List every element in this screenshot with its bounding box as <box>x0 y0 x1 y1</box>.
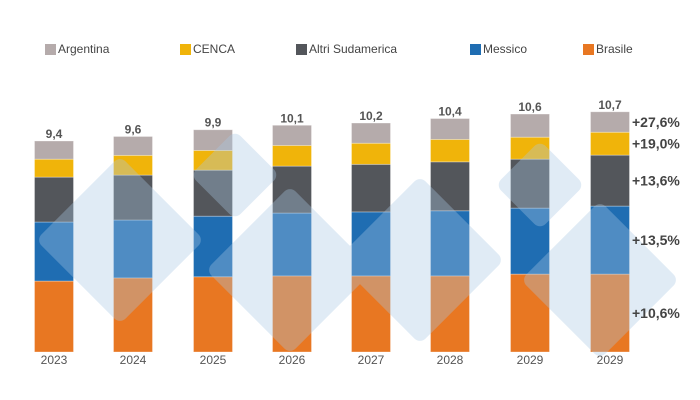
x-tick-label: 2024 <box>120 353 147 367</box>
growth-label-altri-sudamerica: +13,6% <box>632 173 680 189</box>
bar-segment-altri-sudamerica <box>510 158 550 209</box>
legend-item-messico: Messico <box>470 42 527 56</box>
total-label: 10,4 <box>438 105 462 119</box>
total-label: 10,2 <box>359 109 383 123</box>
legend-label: Brasile <box>596 42 633 56</box>
bar-stack <box>510 113 550 353</box>
bar-segment-brasile <box>351 275 391 353</box>
bar-segment-messico <box>113 219 153 279</box>
bar-segment-argentina <box>590 111 630 133</box>
bar-stack <box>193 129 233 353</box>
bar-segment-altri-sudamerica <box>430 161 470 212</box>
bar-segment-argentina <box>351 122 391 144</box>
bar-segment-brasile <box>590 273 630 353</box>
bar-segment-messico <box>510 207 550 275</box>
bar-segment-brasile <box>34 280 74 353</box>
bar-segment-brasile <box>113 277 153 353</box>
growth-label-argentina: +27,6% <box>632 114 680 130</box>
bar-segment-altri-sudamerica <box>351 163 391 213</box>
bar-segment-cenca <box>351 142 391 165</box>
bar-segment-cenca <box>34 158 74 178</box>
legend-label: Altri Sudamerica <box>309 42 398 56</box>
bar-segment-messico <box>351 211 391 277</box>
bar-segment-cenca <box>430 138 470 163</box>
bar-stack <box>34 140 74 353</box>
bar-segment-argentina <box>193 129 233 151</box>
legend-swatch <box>583 43 594 55</box>
legend-swatch <box>45 43 56 55</box>
bar-stack <box>351 122 391 353</box>
bar-segment-altri-sudamerica <box>590 154 630 207</box>
total-label: 10,1 <box>280 111 304 125</box>
bar-stack <box>430 118 470 353</box>
bar-segment-cenca <box>193 149 233 171</box>
bar-segment-argentina <box>272 124 312 146</box>
legend-item-altri-sudamerica: Altri Sudamerica <box>296 42 397 56</box>
legend-label: Messico <box>483 42 528 56</box>
bar-segment-cenca <box>272 145 312 167</box>
bar-stack <box>113 136 153 353</box>
total-label: 9,6 <box>125 122 142 136</box>
bar-stack <box>272 124 312 353</box>
bar-segment-argentina <box>113 136 153 156</box>
total-label: 10,6 <box>518 100 542 114</box>
total-label: 10,7 <box>598 98 622 112</box>
bar-segment-brasile <box>272 275 312 353</box>
bar-segment-cenca <box>590 131 630 156</box>
legend-item-cenca: CENCA <box>180 42 235 56</box>
x-tick-label: 2029 <box>597 353 624 367</box>
legend-swatch <box>470 43 481 55</box>
watermark-logo <box>39 133 676 356</box>
bar-segment-brasile <box>510 273 550 353</box>
bar-segment-messico <box>430 210 470 277</box>
x-tick-label: 2023 <box>41 353 68 367</box>
bar-segment-messico <box>590 205 630 275</box>
growth-label-messico: +13,5% <box>632 232 680 248</box>
bar-segment-altri-sudamerica <box>272 165 312 214</box>
legend-label: Argentina <box>58 42 110 56</box>
bar-segment-argentina <box>510 113 550 138</box>
bar-segment-altri-sudamerica <box>193 169 233 217</box>
x-tick-label: 2028 <box>437 353 464 367</box>
bar-segment-argentina <box>430 118 470 140</box>
bar-segment-messico <box>193 215 233 278</box>
legend-label: CENCA <box>193 42 236 56</box>
x-tick-label: 2029 <box>517 353 544 367</box>
legend-swatch <box>180 43 191 55</box>
bar-segment-brasile <box>193 276 233 353</box>
bar-segment-messico <box>272 212 312 277</box>
bar-segment-messico <box>34 221 74 282</box>
total-label: 9,4 <box>46 127 63 141</box>
bar-stack <box>590 111 630 353</box>
growth-label-cenca: +19,0% <box>632 136 680 152</box>
bar-segment-argentina <box>34 140 74 160</box>
x-tick-label: 2026 <box>279 353 306 367</box>
legend-swatch <box>296 43 307 55</box>
bar-segment-altri-sudamerica <box>113 174 153 221</box>
bar-segment-altri-sudamerica <box>34 176 74 223</box>
legend-item-argentina: Argentina <box>45 42 109 56</box>
legend-item-brasile: Brasile <box>583 42 633 56</box>
total-label: 9,9 <box>205 116 222 130</box>
legend: Argentina CENCA Altri Sudamerica Messico Bra… <box>0 42 700 62</box>
growth-label-brasile: +10,6% <box>632 305 680 321</box>
x-tick-label: 2025 <box>200 353 227 367</box>
x-tick-label: 2027 <box>358 353 385 367</box>
